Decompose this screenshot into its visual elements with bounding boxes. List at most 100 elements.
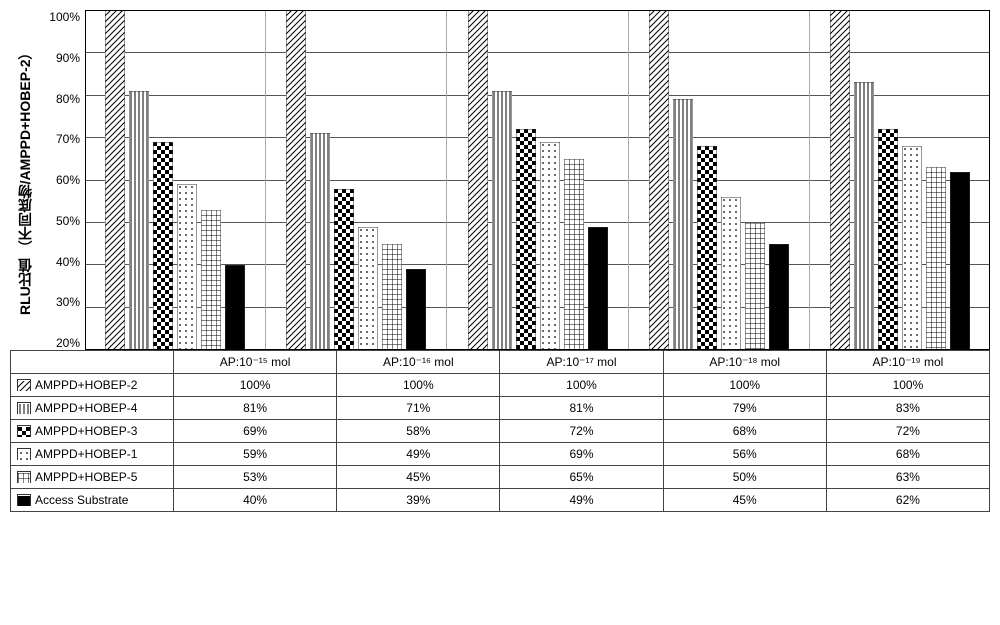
series-name: AMPPD+HOBEP-4 [35,401,137,415]
y-tick: 60% [40,173,80,187]
bar [468,10,488,350]
bar [492,91,512,350]
table-cells: 59%49%69%56%68% [174,443,989,465]
table-cells: 40%39%49%45%62% [174,489,989,511]
bar-group [629,10,810,350]
series-name: AMPPD+HOBEP-5 [35,470,137,484]
table-cells: 81%71%81%79%83% [174,397,989,419]
data-table: AP:10⁻¹⁵ molAP:10⁻¹⁶ molAP:10⁻¹⁷ molAP:1… [10,350,990,512]
bar [854,82,874,350]
legend-swatch [17,425,31,437]
table-cell: 65% [500,466,663,488]
bar [310,133,330,350]
series-name: Access Substrate [35,493,128,507]
y-tick: 100% [40,10,80,24]
series-label: AMPPD+HOBEP-4 [11,397,174,419]
table-cell: 81% [174,397,337,419]
bar [649,10,669,350]
table-header-cell: AP:10⁻¹⁶ mol [337,351,500,373]
bar-group [266,10,447,350]
table-header-cell: AP:10⁻¹⁷ mol [500,351,663,373]
series-label: AMPPD+HOBEP-2 [11,374,174,396]
table-cell: 39% [337,489,500,511]
y-tick: 80% [40,92,80,106]
bar [950,172,970,351]
legend-swatch [17,448,31,460]
table-cell: 59% [174,443,337,465]
table-cell: 100% [500,374,663,396]
bar [902,146,922,350]
bar [673,99,693,350]
y-tick: 40% [40,255,80,269]
table-cell: 79% [664,397,827,419]
bar [721,197,741,350]
legend-swatch [17,379,31,391]
bar [225,265,245,350]
table-cell: 62% [827,489,989,511]
table-header-row: AP:10⁻¹⁵ molAP:10⁻¹⁶ molAP:10⁻¹⁷ molAP:1… [11,350,989,374]
bar [588,227,608,350]
bar [878,129,898,350]
table-cells: 53%45%65%50%63% [174,466,989,488]
table-cell: 45% [664,489,827,511]
y-tick: 90% [40,51,80,65]
bar [697,146,717,350]
bar-groups [85,10,990,350]
table-cell: 53% [174,466,337,488]
series-name: AMPPD+HOBEP-1 [35,447,137,461]
y-tick: 30% [40,295,80,309]
table-cell: 81% [500,397,663,419]
table-header-cell: AP:10⁻¹⁹ mol [827,351,989,373]
table-corner [11,351,174,373]
bar [153,142,173,350]
chart-area: RLU比值 （不同底物/AMPPD+HOBEP-2） 100% 90% 80% 70%… [10,10,990,350]
table-cell: 50% [664,466,827,488]
y-axis-label: RLU比值 （不同底物/AMPPD+HOBEP-2） [10,10,40,350]
series-name: AMPPD+HOBEP-3 [35,424,137,438]
bar [564,159,584,350]
y-tick: 50% [40,214,80,228]
table-cell: 49% [337,443,500,465]
table-cell: 72% [500,420,663,442]
table-row: AMPPD+HOBEP-1 59%49%69%56%68% [11,443,989,466]
series-label: Access Substrate [11,489,174,511]
table-cells: 69%58%72%68%72% [174,420,989,442]
table-cell: 100% [827,374,989,396]
table-cell: 45% [337,466,500,488]
bar [177,184,197,350]
y-tick: 20% [40,336,80,350]
bar [334,189,354,351]
table-cell: 100% [174,374,337,396]
table-header-cell: AP:10⁻¹⁸ mol [664,351,827,373]
y-tick: 70% [40,132,80,146]
table-cell: 100% [664,374,827,396]
bar-group [85,10,266,350]
bar [286,10,306,350]
series-label: AMPPD+HOBEP-3 [11,420,174,442]
table-cell: 100% [337,374,500,396]
table-row: AMPPD+HOBEP-4 81%71%81%79%83% [11,397,989,420]
table-cell: 58% [337,420,500,442]
table-row: AMPPD+HOBEP-5 53%45%65%50%63% [11,466,989,489]
bar [201,210,221,350]
bar [745,223,765,351]
table-cell: 69% [174,420,337,442]
table-row: AMPPD+HOBEP-3 69%58%72%68%72% [11,420,989,443]
y-axis-ticks: 100% 90% 80% 70% 60% 50% 40% 30% 20% [40,10,85,350]
bar [105,10,125,350]
series-label: AMPPD+HOBEP-5 [11,466,174,488]
table-header-cell: AP:10⁻¹⁵ mol [174,351,337,373]
table-cell: 63% [827,466,989,488]
table-cell: 69% [500,443,663,465]
table-cell: 68% [664,420,827,442]
series-label: AMPPD+HOBEP-1 [11,443,174,465]
table-cell: 68% [827,443,989,465]
series-name: AMPPD+HOBEP-2 [35,378,137,392]
bar [516,129,536,350]
bar [406,269,426,350]
bar-group [810,10,990,350]
table-cell: 83% [827,397,989,419]
bar-group [447,10,628,350]
bar [129,91,149,350]
legend-swatch [17,494,31,506]
